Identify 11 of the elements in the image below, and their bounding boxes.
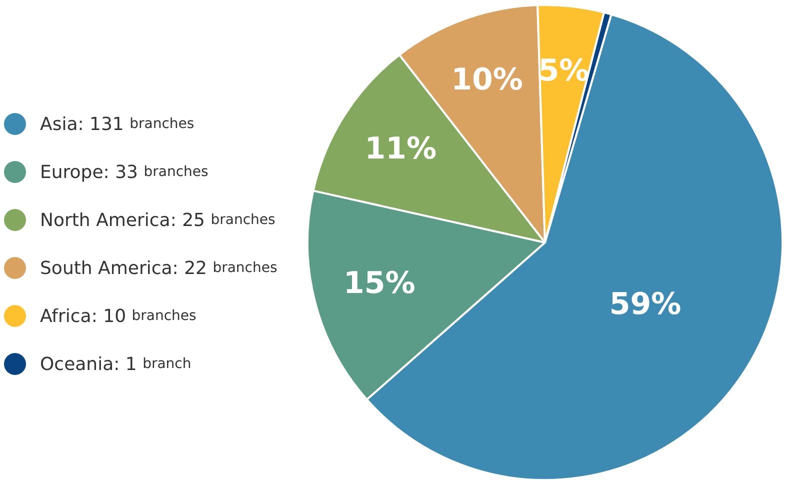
data-label: 5% (538, 53, 590, 88)
data-label: 11% (364, 132, 437, 167)
legend-label: Oceania: 1 branch (40, 354, 192, 374)
data-label: 15% (343, 266, 416, 301)
legend-label: North America: 25 branches (40, 210, 276, 230)
legend-label: Europe: 33 branches (40, 162, 208, 182)
data-label: 10% (451, 62, 523, 98)
legend-label: Asia: 131 branches (40, 114, 194, 134)
data-label: 59% (609, 286, 682, 322)
legend-label: South America: 22 branches (40, 258, 278, 278)
legend-label: Africa: 10 branches (40, 306, 196, 326)
